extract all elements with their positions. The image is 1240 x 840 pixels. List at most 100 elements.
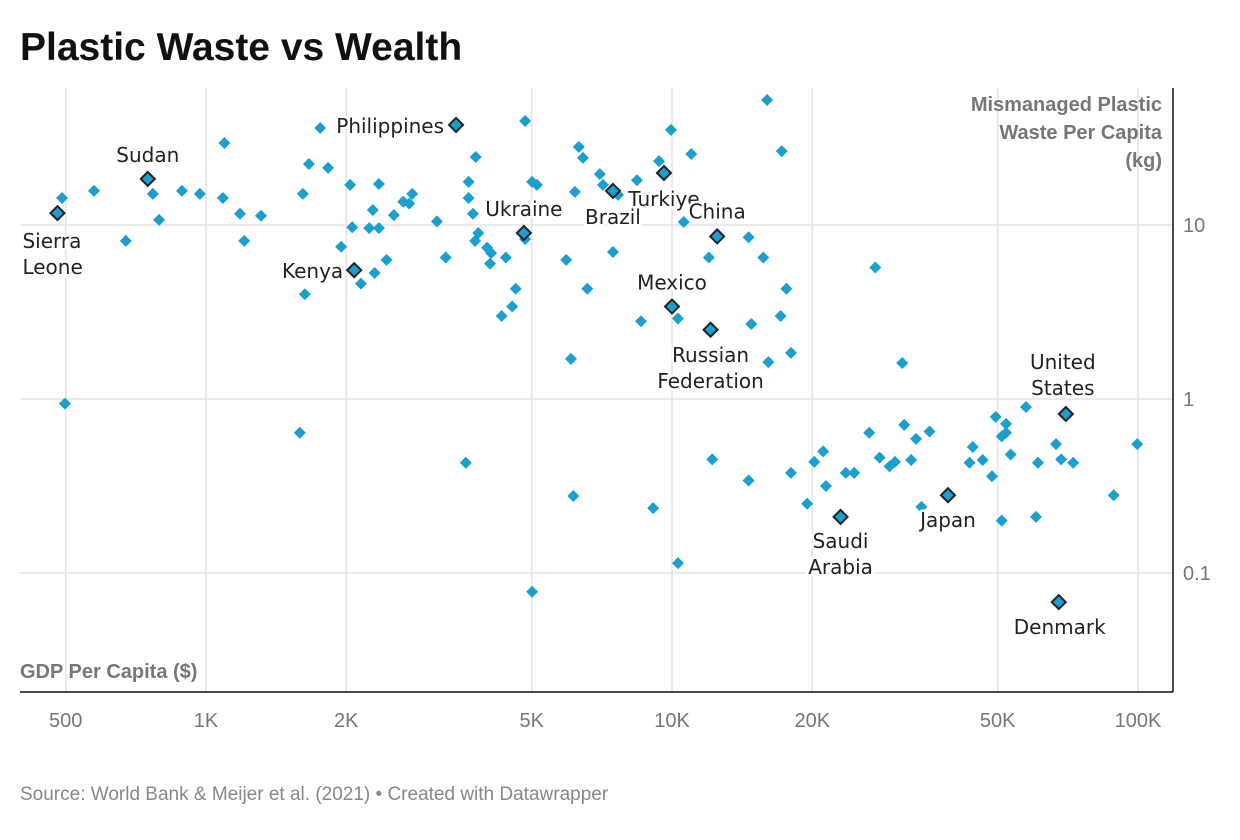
annotation-label: Brazil [585, 205, 641, 229]
data-point [462, 175, 475, 188]
data-point [966, 440, 979, 453]
annotation-label: Turkiye [627, 187, 699, 211]
data-point [466, 207, 479, 220]
x-tick-label: 2K [334, 710, 359, 732]
data-point [762, 356, 775, 369]
data-point [869, 261, 882, 274]
highlighted-point [663, 298, 681, 315]
data-point [346, 221, 359, 234]
highlighted-point [1057, 405, 1075, 423]
highlighted-point [1050, 593, 1068, 611]
data-point [774, 309, 787, 322]
gridlines [20, 88, 1173, 692]
annotation-label: Kenya [282, 259, 343, 283]
data-point [706, 453, 719, 466]
data-point [839, 466, 852, 479]
highlighted-point [515, 224, 533, 242]
data-point [677, 216, 690, 229]
highlighted-point [604, 182, 622, 200]
annotation-label: Russian [672, 343, 749, 367]
data-point [1067, 456, 1080, 469]
data-point [495, 309, 508, 322]
data-point [298, 288, 311, 301]
data-point [526, 585, 539, 598]
data-point [905, 454, 918, 467]
data-point [775, 145, 788, 158]
data-point [119, 234, 132, 247]
data-point [915, 500, 928, 513]
data-point [989, 410, 1002, 423]
annotation-label: Japan [918, 508, 976, 532]
data-point [1020, 400, 1033, 413]
data-point [58, 397, 71, 410]
highlighted-points [49, 116, 1075, 611]
data-point [218, 136, 231, 149]
data-point [572, 140, 585, 153]
annotation-label: Mexico [637, 271, 707, 295]
data-point [761, 93, 774, 106]
x-tick-label: 50K [980, 710, 1016, 732]
highlighted-point [939, 486, 957, 504]
x-tick-label: 500 [49, 710, 82, 732]
data-point [363, 222, 376, 235]
data-point [808, 455, 821, 468]
data-point [873, 451, 886, 464]
annotation-label: Saudi [813, 529, 869, 553]
data-point [519, 115, 532, 128]
y-axis-label-line: Waste Per Capita [999, 122, 1163, 144]
data-point [576, 151, 589, 164]
data-point [387, 209, 400, 222]
data-point [742, 231, 755, 244]
highlighted-point [708, 227, 726, 245]
data-point [596, 178, 609, 191]
data-point [430, 215, 443, 228]
data-point [462, 191, 475, 204]
data-point [372, 222, 385, 235]
data-point [1000, 426, 1013, 439]
axes [20, 88, 1174, 693]
data-point [560, 253, 573, 266]
data-point [685, 147, 698, 160]
data-points [56, 93, 1144, 598]
data-point [1004, 448, 1017, 461]
data-point [568, 185, 581, 198]
annotation-label: Arabia [808, 555, 873, 579]
data-point [702, 251, 715, 264]
data-point [380, 253, 393, 266]
annotation-label: United [1030, 350, 1096, 374]
data-point [88, 184, 101, 197]
annotation-label: Leone [22, 255, 82, 279]
data-point [1000, 417, 1013, 430]
y-tick-label: 1 [1183, 389, 1194, 411]
y-axis-label-line: Mismanaged Plastic [971, 94, 1162, 116]
data-point [801, 497, 814, 510]
data-point [216, 191, 229, 204]
data-point [742, 474, 755, 487]
data-point [322, 161, 335, 174]
data-point [963, 456, 976, 469]
data-point [302, 158, 315, 171]
data-point [293, 426, 306, 439]
data-point [564, 352, 577, 365]
annotation-label: China [689, 199, 746, 223]
data-point [499, 251, 512, 264]
data-point [647, 502, 660, 515]
highlighted-point [49, 204, 66, 222]
data-point [506, 300, 519, 313]
data-point [1031, 456, 1044, 469]
data-point [567, 490, 580, 503]
data-point [1029, 510, 1042, 523]
y-axis-label: Mismanaged Plastic Waste Per Capita (kg) [971, 94, 1163, 172]
data-point [354, 277, 367, 290]
annotation-label: Ukraine [485, 197, 562, 221]
data-point [1131, 438, 1144, 451]
data-point [898, 418, 911, 431]
data-point [995, 514, 1008, 527]
x-tick-label: 5K [519, 710, 544, 732]
data-point [664, 123, 677, 136]
annotation-label: Philippines [336, 114, 444, 138]
data-point [1050, 438, 1063, 451]
x-tick-label: 20K [794, 710, 830, 732]
